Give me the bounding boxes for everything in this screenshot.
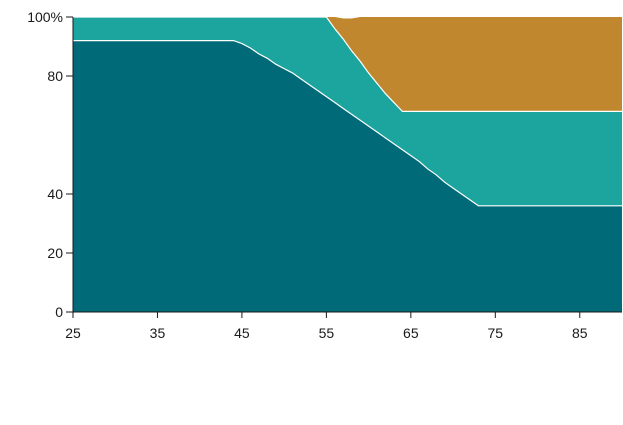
x-ticks: 25 35 45 55 65 75 85 [65, 312, 588, 341]
x-tick-label: 45 [234, 325, 250, 341]
axes-layer [72, 17, 622, 313]
y-ticks: 0 20 40 80 100% [27, 9, 73, 320]
area-layer [73, 16, 622, 312]
y-tick-label: 20 [47, 245, 63, 261]
x-tick-label: 55 [319, 325, 335, 341]
y-tick-label: 80 [47, 68, 63, 84]
x-tick-label: 35 [150, 325, 166, 341]
x-tick-label: 85 [572, 325, 588, 341]
y-tick-label: 100% [27, 9, 63, 25]
boundary-line-2 [73, 16, 622, 112]
x-tick-label: 65 [403, 325, 419, 341]
area-series-1 [73, 40, 622, 312]
y-tick-label: 0 [55, 304, 63, 320]
area-series-2 [73, 17, 622, 206]
area-series-3 [73, 17, 622, 112]
x-tick-label: 25 [65, 325, 81, 341]
x-tick-label: 75 [488, 325, 504, 341]
y-tick-label: 40 [47, 186, 63, 202]
boundary-line-1 [73, 40, 622, 207]
